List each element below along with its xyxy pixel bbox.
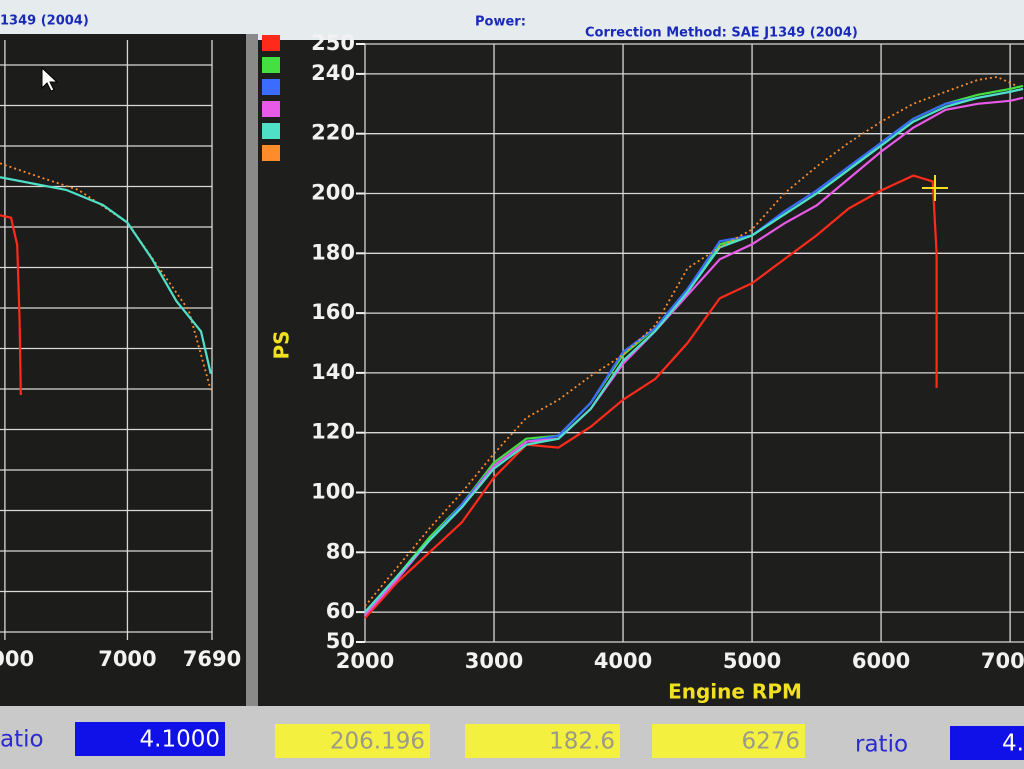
x-tick-label: 7000	[98, 647, 156, 671]
series-line	[364, 87, 1024, 613]
series-line	[0, 176, 212, 375]
footer-left-label: atio	[0, 727, 44, 753]
y-tick-label: 200	[311, 181, 355, 205]
y-tick-label: 180	[311, 240, 355, 264]
legend-swatch	[262, 35, 280, 51]
left-ratio-box	[75, 722, 225, 756]
footer-left-value: 4.1000	[140, 727, 220, 753]
legend-swatch	[262, 145, 280, 161]
legend-swatch	[262, 123, 280, 139]
header-correction: Correction Method: SAE J1349 (2004)	[585, 26, 858, 41]
x-tick-label: 7000	[981, 649, 1024, 673]
panel-divider	[246, 34, 258, 706]
x-tick-label: 2000	[336, 649, 394, 673]
header-bar	[0, 0, 1024, 40]
y-tick-label: 100	[311, 480, 355, 504]
y-tick-label: 250	[311, 31, 355, 55]
field-box	[465, 724, 620, 758]
x-tick-label: 7690	[183, 647, 241, 671]
series-line	[364, 174, 938, 619]
x-tick-label: 5000	[723, 649, 781, 673]
y-tick-label: 120	[311, 420, 355, 444]
plot: 50 60 80 100 120 140 160 180 200 220 240 250 2000 300…	[311, 31, 1024, 673]
y-tick-label: 140	[311, 360, 355, 384]
field-value: 6276	[741, 729, 800, 755]
legend-swatch	[262, 101, 280, 117]
right-ratio-box	[950, 726, 1024, 760]
left-chart: 6000 7000 7690	[0, 40, 241, 671]
x-axis-label: Engine RPM	[668, 680, 802, 704]
series-line	[364, 75, 1017, 607]
crosshair	[922, 175, 948, 201]
x-tick-label: 6000	[0, 647, 34, 671]
x-tick-label: 3000	[465, 649, 523, 673]
y-tick-label: 240	[311, 61, 355, 85]
header-power-label: Power:	[475, 15, 526, 30]
mouse-cursor	[41, 66, 59, 92]
field-value: 206.196	[330, 729, 425, 755]
header-left-title: 1349 (2004)	[0, 14, 89, 29]
y-tick-label: 160	[311, 300, 355, 324]
legend-swatch	[262, 57, 280, 73]
field-box	[275, 724, 430, 758]
right-chart: 50 60 80 100 120 140 160 180 200 220 240 250 2000 300…	[262, 31, 1024, 704]
field-value: 182.6	[549, 729, 615, 755]
x-tick-label: 6000	[852, 649, 910, 673]
y-tick-label: 80	[326, 539, 355, 563]
y-tick-label: 50	[326, 629, 355, 653]
field-box	[652, 724, 805, 758]
series-line	[0, 214, 22, 396]
y-tick-label: 60	[326, 599, 355, 623]
plot: 6000 7000 7690	[0, 40, 241, 671]
footer-right-value: 4.	[1002, 731, 1024, 757]
y-tick-label: 220	[311, 121, 355, 145]
footer-right-label: ratio	[855, 732, 908, 758]
x-tick-label: 4000	[594, 649, 652, 673]
y-axis-label: PS	[270, 330, 294, 359]
legend-swatch	[262, 79, 280, 95]
